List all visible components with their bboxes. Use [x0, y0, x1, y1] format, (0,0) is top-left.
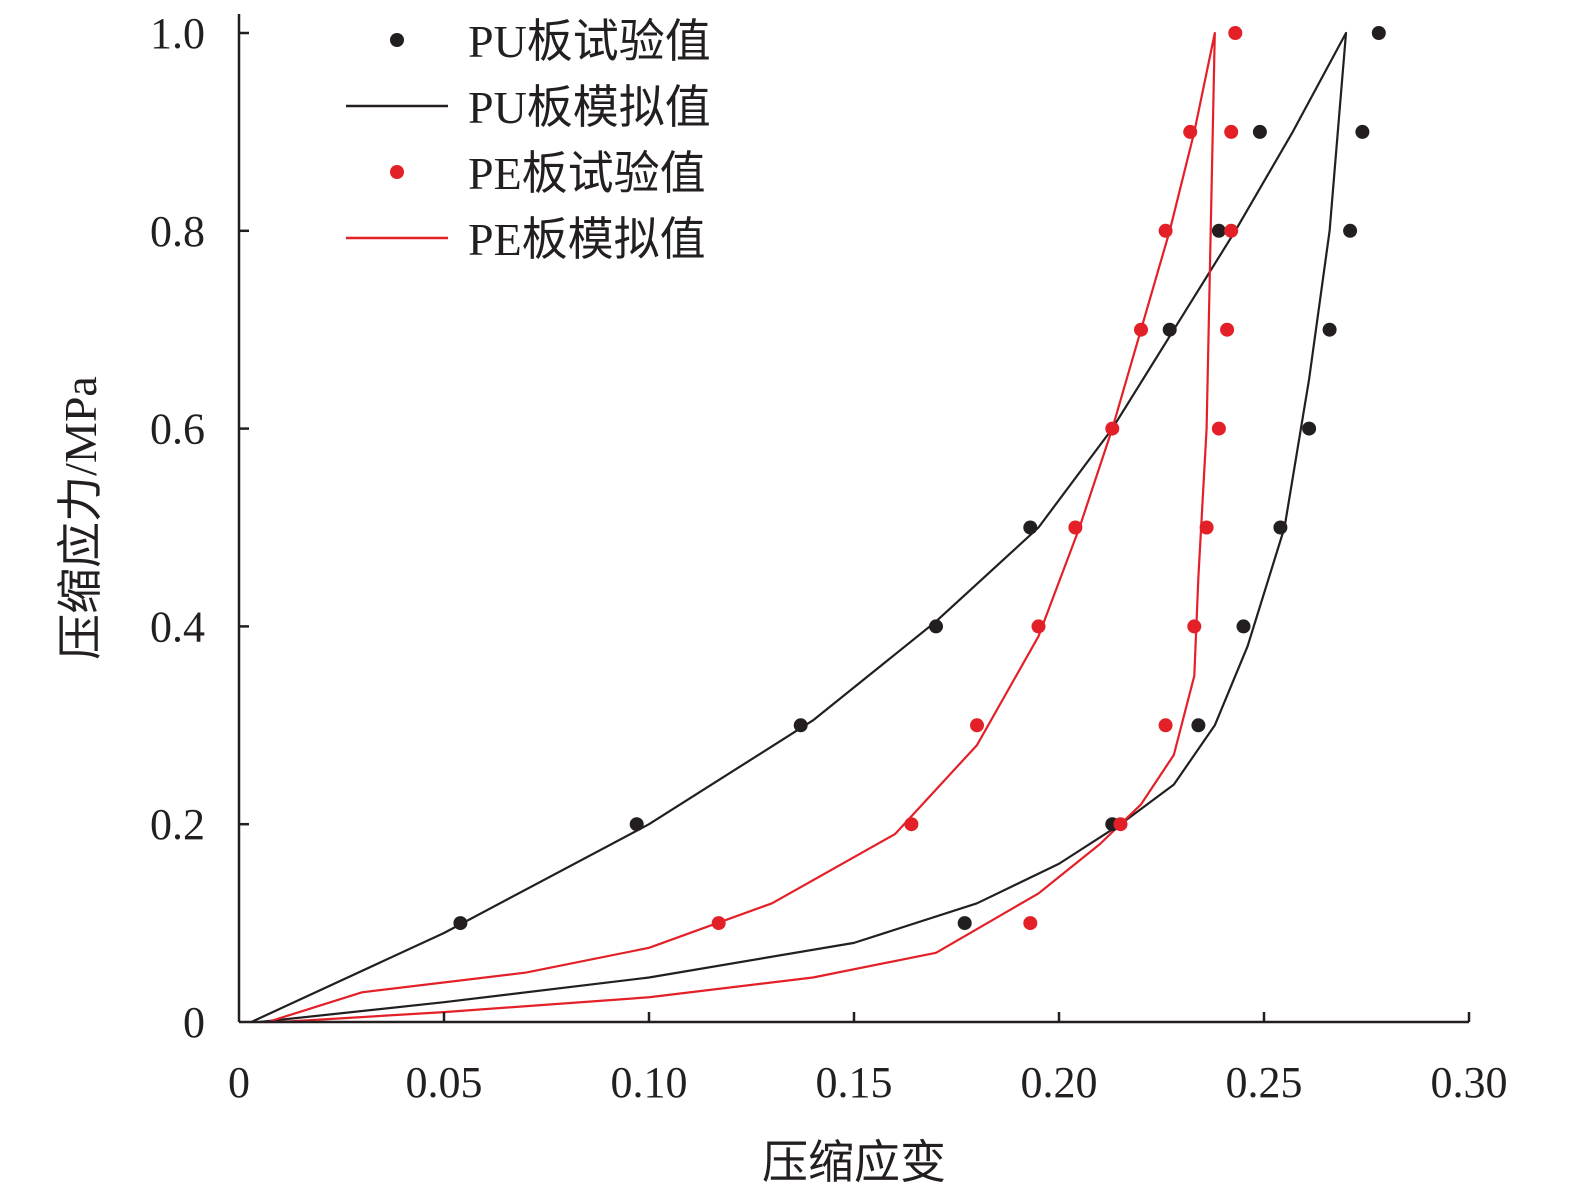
y-axis-label: 压缩应力/MPa	[55, 376, 106, 660]
data-point-series-2	[1068, 520, 1083, 535]
data-point-series-2	[1105, 421, 1120, 436]
series-line-3	[267, 31, 1216, 1024]
y-tick-label: 1.0	[150, 9, 205, 58]
data-point-series-2	[1158, 223, 1173, 238]
plot-area	[250, 26, 1386, 1024]
data-point-series-2	[1199, 520, 1214, 535]
data-point-series-0	[929, 619, 943, 634]
data-point-series-0	[1191, 718, 1206, 733]
data-point-series-2	[1211, 421, 1226, 436]
data-point-series-2	[1228, 26, 1243, 40]
x-ticks: 0 0.05 0.10 0.15 0.20 0.25 0.30	[228, 1012, 1508, 1107]
y-tick-label: 0.2	[150, 800, 205, 849]
data-point-series-2	[1113, 817, 1128, 832]
x-tick-label: 0.10	[611, 1058, 688, 1107]
x-tick-label: 0.05	[406, 1058, 483, 1107]
y-tick-label: 0.4	[150, 602, 205, 651]
data-point-series-0	[1236, 619, 1251, 634]
legend-label: PU板模拟值	[468, 82, 711, 133]
data-point-series-2	[1183, 124, 1198, 139]
y-tick-label: 0	[183, 998, 205, 1047]
data-point-series-2	[1224, 124, 1239, 139]
data-point-series-0	[1371, 26, 1386, 40]
y-ticks: 0 0.2 0.4 0.6 0.8 1.0	[150, 9, 249, 1047]
data-point-series-0	[1273, 520, 1288, 535]
data-point-series-2	[1031, 619, 1046, 634]
data-point-series-0	[957, 916, 972, 931]
x-tick-label: 0.20	[1021, 1058, 1098, 1107]
x-tick-label: 0	[228, 1058, 250, 1107]
data-point-series-2	[1224, 223, 1239, 238]
data-point-series-2	[904, 817, 919, 832]
x-tick-label: 0.25	[1226, 1058, 1303, 1107]
data-point-series-0	[1302, 421, 1317, 436]
data-point-series-2	[1134, 322, 1148, 337]
data-point-series-0	[1162, 322, 1177, 337]
data-point-series-0	[1211, 223, 1226, 238]
data-point-series-0	[1355, 124, 1370, 139]
legend-marker-point	[390, 165, 404, 179]
data-point-series-0	[793, 718, 808, 733]
data-point-series-0	[1322, 322, 1337, 337]
data-point-series-0	[1343, 223, 1358, 238]
x-tick-label: 0.15	[816, 1058, 893, 1107]
x-axis-label: 压缩应变	[762, 1137, 946, 1188]
data-point-series-2	[1187, 619, 1202, 634]
data-point-series-2	[970, 718, 984, 733]
data-point-series-2	[1023, 916, 1038, 931]
data-point-series-0	[453, 916, 468, 931]
y-tick-label: 0.6	[150, 405, 205, 454]
data-point-series-2	[1220, 322, 1235, 337]
data-point-series-2	[711, 916, 726, 931]
legend-label: PE板试验值	[468, 148, 706, 199]
x-tick-label: 0.30	[1431, 1058, 1508, 1107]
data-point-series-0	[1023, 520, 1038, 535]
series-line-1	[250, 31, 1348, 1024]
legend-marker-point	[390, 33, 404, 47]
legend: PU板试验值 PU板模拟值 PE板试验值 PE板模拟值	[346, 16, 711, 265]
legend-label: PE板模拟值	[468, 214, 706, 265]
data-point-series-2	[1158, 718, 1173, 733]
data-point-series-0	[629, 817, 644, 832]
y-tick-label: 0.8	[150, 207, 205, 256]
data-point-series-0	[1252, 124, 1267, 139]
legend-label: PU板试验值	[468, 16, 711, 67]
